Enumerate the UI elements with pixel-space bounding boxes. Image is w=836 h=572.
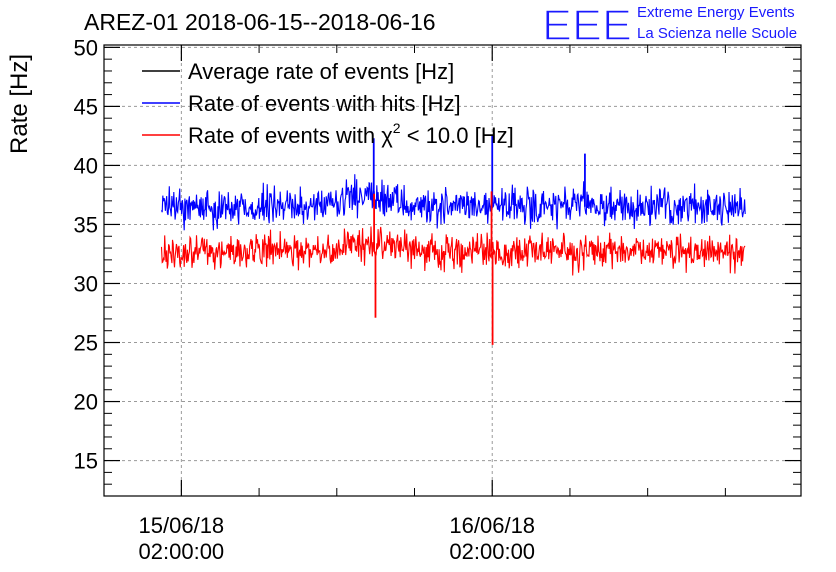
y-tick-labels: 15 20 25 30 35 40 45 50 <box>74 35 98 473</box>
grid <box>104 45 801 496</box>
legend-chi2-sup: 2 <box>393 120 401 136</box>
x-tick-date-1: 16/06/18 <box>449 513 535 538</box>
legend-entry-average: Average rate of events [Hz] <box>142 59 454 84</box>
y-axis-label: Rate [Hz] <box>6 54 33 154</box>
y-tick-label-35: 35 <box>74 212 98 237</box>
plot-frame <box>103 44 802 497</box>
legend-chi2-symbol: χ <box>381 123 393 148</box>
series-area <box>160 134 746 345</box>
eee-logo: EEE Extreme Energy Events La Scienza nel… <box>541 0 797 51</box>
logo-line1: Extreme Energy Events <box>637 4 795 21</box>
y-tick-label-25: 25 <box>74 331 98 356</box>
x-tick-date-0: 15/06/18 <box>139 513 225 538</box>
y-tick-label-40: 40 <box>74 153 98 178</box>
y-tick-label-30: 30 <box>74 271 98 296</box>
x-tick-time-0: 02:00:00 <box>139 539 225 564</box>
legend-chi2-suffix: < 10.0 [Hz] <box>401 123 514 148</box>
logo-line2: La Scienza nelle Scuole <box>637 25 797 42</box>
y-tick-label-50: 50 <box>74 35 98 60</box>
y-tick-label-20: 20 <box>74 390 98 415</box>
logo-letters: EEE <box>542 1 632 50</box>
x-tick-time-1: 02:00:00 <box>449 539 535 564</box>
axis-ticks <box>104 45 801 497</box>
legend-label-hits: Rate of events with hits [Hz] <box>188 91 461 116</box>
legend-chi2-prefix: Rate of events with <box>188 123 381 148</box>
series-line-1 <box>160 174 746 231</box>
legend-entry-chi2: Rate of events with χ2 < 10.0 [Hz] <box>142 120 514 148</box>
legend-label-average: Average rate of events [Hz] <box>188 59 454 84</box>
legend-entry-hits: Rate of events with hits [Hz] <box>142 91 461 116</box>
legend-label-chi2: Rate of events with χ2 < 10.0 [Hz] <box>188 120 514 148</box>
y-tick-label-45: 45 <box>74 94 98 119</box>
y-tick-label-15: 15 <box>74 449 98 474</box>
chart-title: AREZ-01 2018-06-15--2018-06-16 <box>84 9 436 35</box>
series-line-2 <box>160 226 746 276</box>
legend: Average rate of events [Hz] Rate of even… <box>142 59 514 148</box>
